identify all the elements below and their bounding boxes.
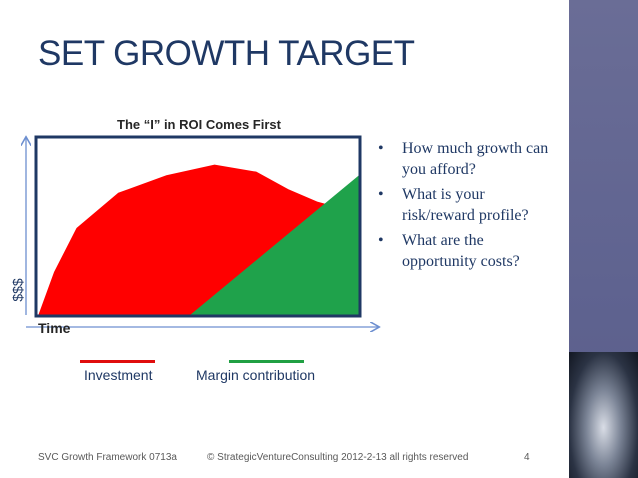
legend-margin-label: Margin contribution — [196, 367, 316, 383]
footer-copyright: © StrategicVentureConsulting 2012-2-13 a… — [207, 452, 469, 463]
sidebar-image — [569, 352, 638, 478]
legend-investment-swatch — [80, 360, 155, 363]
bullet-item: • What is your risk/reward profile? — [378, 186, 529, 224]
slide-title: SET GROWTH TARGET — [38, 34, 415, 73]
y-axis-label: $$$ — [9, 278, 26, 302]
chart-frame — [34, 135, 362, 318]
bullet-list: • How much growth can you afford? • What i… — [378, 138, 558, 276]
legend-margin-swatch — [229, 360, 304, 363]
x-axis-label: Time — [38, 320, 71, 336]
bullet-item: • What are the opportunity costs? — [378, 232, 520, 270]
bullet-text: How much growth can you afford? — [402, 140, 549, 178]
bullet-item: • How much growth can you afford? — [378, 140, 549, 178]
footer-framework: SVC Growth Framework 0713a — [38, 452, 177, 463]
page-number: 4 — [524, 452, 530, 463]
legend-investment-label: Investment — [84, 367, 153, 383]
bullet-text: What are the opportunity costs? — [402, 232, 520, 270]
chart-title: The “I” in ROI Comes First — [117, 117, 281, 132]
bullet-text: What is your risk/reward profile? — [402, 186, 529, 224]
margin-area — [188, 175, 359, 316]
